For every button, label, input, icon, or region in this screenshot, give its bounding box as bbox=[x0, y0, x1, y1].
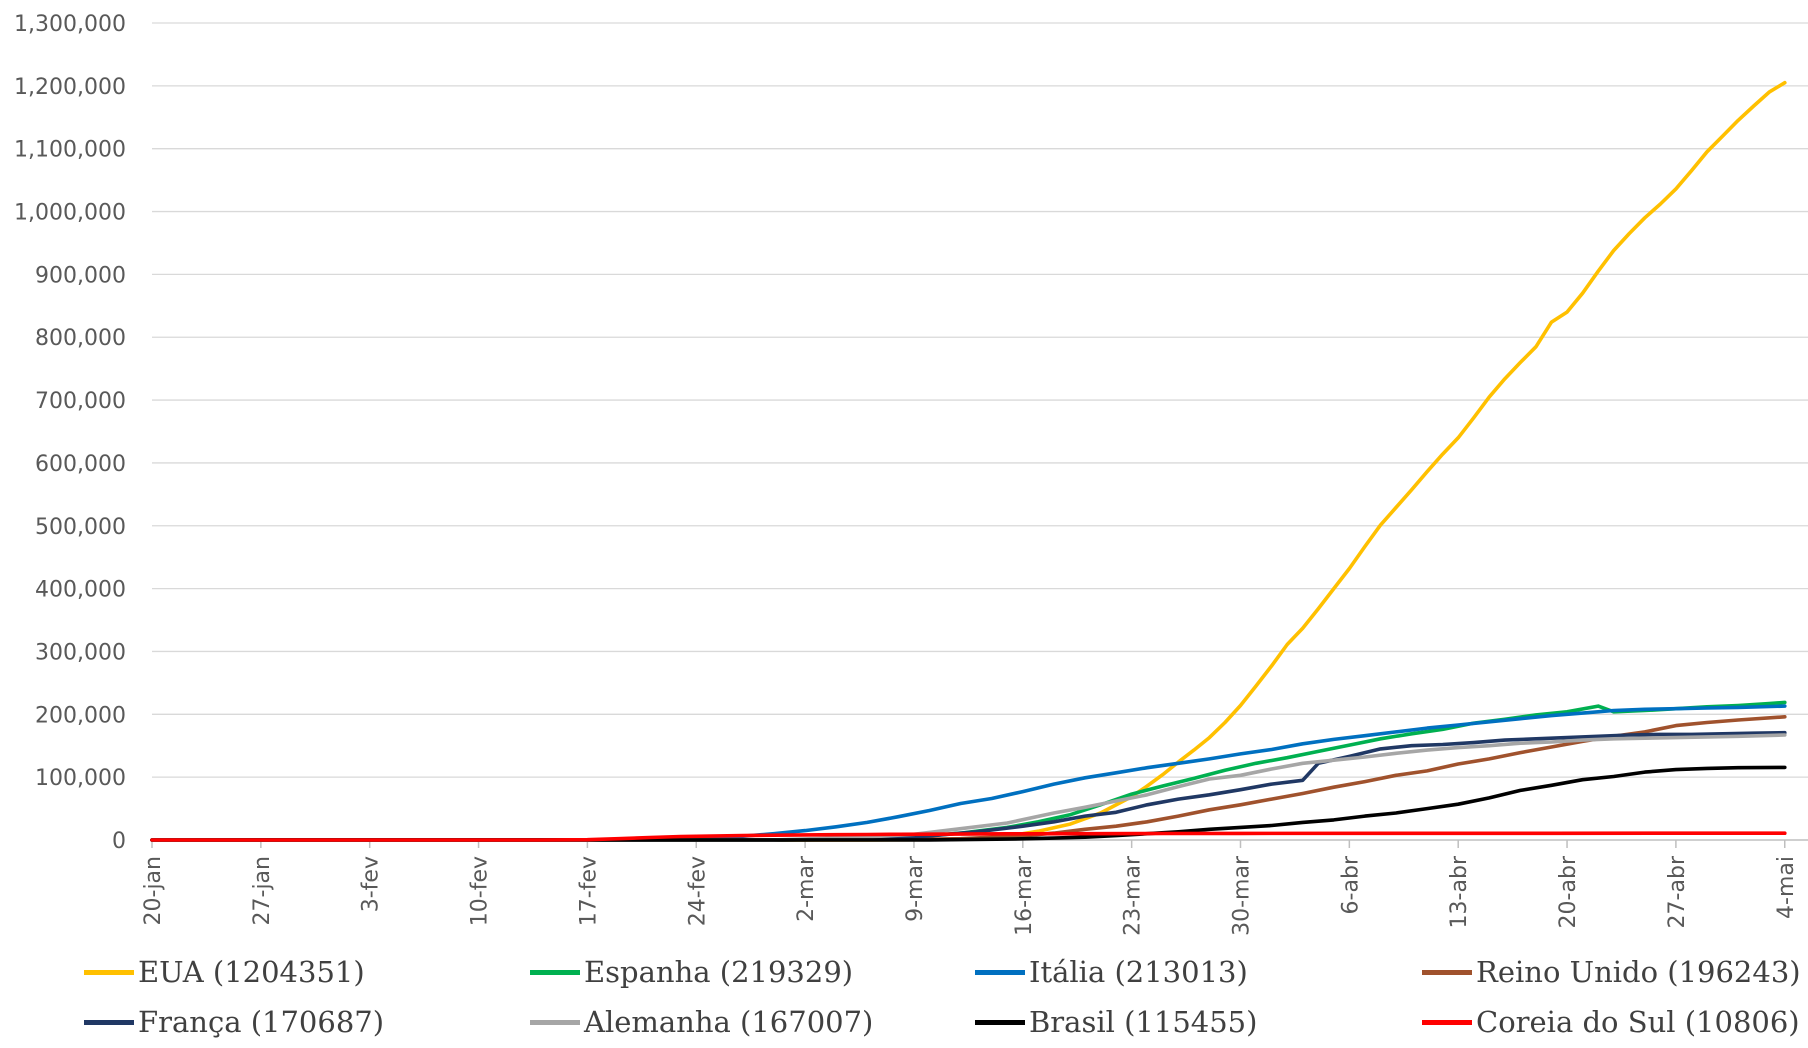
legend-item: Brasil (115455) bbox=[975, 1000, 1257, 1044]
x-tick-label: 27-jan bbox=[250, 856, 275, 925]
x-tick-label: 20-abr bbox=[1556, 855, 1581, 928]
x-tick-label: 10-fev bbox=[468, 856, 493, 926]
legend-label: Alemanha (167007) bbox=[584, 1005, 874, 1039]
y-axis-tick-labels: 0 100,000 200,000 300,000 400,000 500,000 600,… bbox=[14, 12, 126, 854]
x-axis-tick-labels: 20-jan 27-jan 3-fev 10-fev 17-fev 24-fev 2-mar… bbox=[141, 840, 1799, 936]
legend-swatch bbox=[1422, 1019, 1472, 1025]
legend-label: Reino Unido (196243) bbox=[1476, 955, 1801, 989]
x-tick-label: 3-fev bbox=[359, 856, 384, 912]
y-tick-label: 0 bbox=[112, 829, 126, 854]
legend-swatch bbox=[530, 969, 580, 975]
x-tick-label: 23-mar bbox=[1121, 855, 1146, 936]
y-tick-label: 800,000 bbox=[35, 326, 126, 351]
series-line-6 bbox=[150, 765, 1787, 842]
y-tick-label: 1,000,000 bbox=[14, 201, 126, 226]
x-tick-label: 13-abr bbox=[1447, 855, 1472, 928]
series-line-7 bbox=[150, 831, 1787, 842]
legend-item: França (170687) bbox=[84, 1000, 384, 1044]
y-tick-label: 600,000 bbox=[35, 452, 126, 477]
legend-item: Alemanha (167007) bbox=[530, 1000, 873, 1044]
series-line-5 bbox=[150, 733, 1787, 842]
legend-item: EUA (1204351) bbox=[84, 950, 365, 994]
x-tick-label: 9-mar bbox=[903, 855, 928, 922]
legend-item: Espanha (219329) bbox=[530, 950, 853, 994]
legend-swatch bbox=[975, 969, 1025, 975]
chart-legend: EUA (1204351) Espanha (219329) Itália (213… bbox=[0, 950, 1808, 1048]
legend-swatch bbox=[530, 1019, 580, 1025]
x-tick-label: 27-abr bbox=[1665, 855, 1690, 928]
x-tick-label: 30-mar bbox=[1230, 855, 1255, 936]
y-tick-label: 1,100,000 bbox=[14, 138, 126, 163]
legend-swatch bbox=[84, 969, 134, 975]
legend-swatch bbox=[1422, 969, 1472, 975]
legend-label: Coreia do Sul (10806) bbox=[1476, 1005, 1800, 1039]
line-chart: 0 100,000 200,000 300,000 400,000 500,000 600,… bbox=[14, 12, 1808, 936]
legend-label: Espanha (219329) bbox=[584, 955, 854, 989]
x-tick-label: 6-abr bbox=[1338, 855, 1363, 914]
x-tick-label: 4-mai bbox=[1774, 856, 1799, 919]
legend-swatch bbox=[975, 1019, 1025, 1025]
series-line-2 bbox=[150, 704, 1787, 842]
y-tick-label: 400,000 bbox=[35, 578, 126, 603]
legend-swatch bbox=[84, 1019, 134, 1025]
y-tick-label: 100,000 bbox=[35, 766, 126, 791]
legend-label: Itália (213013) bbox=[1029, 955, 1248, 989]
y-tick-label: 500,000 bbox=[35, 515, 126, 540]
legend-item: Coreia do Sul (10806) bbox=[1422, 1000, 1800, 1044]
legend-label: EUA (1204351) bbox=[138, 955, 365, 989]
y-tick-label: 700,000 bbox=[35, 389, 126, 414]
y-tick-label: 200,000 bbox=[35, 703, 126, 728]
gridlines bbox=[152, 22, 1808, 778]
y-tick-label: 1,200,000 bbox=[14, 75, 126, 100]
legend-label: Brasil (115455) bbox=[1029, 1005, 1258, 1039]
y-tick-label: 900,000 bbox=[35, 263, 126, 288]
x-tick-label: 20-jan bbox=[141, 856, 166, 925]
x-tick-label: 16-mar bbox=[1012, 855, 1037, 936]
x-tick-label: 24-fev bbox=[685, 856, 710, 926]
series-lines bbox=[150, 80, 1787, 842]
legend-item: Itália (213013) bbox=[975, 950, 1248, 994]
y-tick-label: 300,000 bbox=[35, 640, 126, 665]
y-tick-label: 1,300,000 bbox=[14, 12, 126, 37]
legend-item: Reino Unido (196243) bbox=[1422, 950, 1801, 994]
legend-label: França (170687) bbox=[138, 1005, 385, 1039]
series-line-3 bbox=[150, 715, 1787, 842]
x-tick-label: 2-mar bbox=[794, 855, 819, 922]
series-line-1 bbox=[150, 700, 1787, 842]
series-line-0 bbox=[150, 80, 1787, 842]
x-tick-label: 17-fev bbox=[576, 856, 601, 926]
